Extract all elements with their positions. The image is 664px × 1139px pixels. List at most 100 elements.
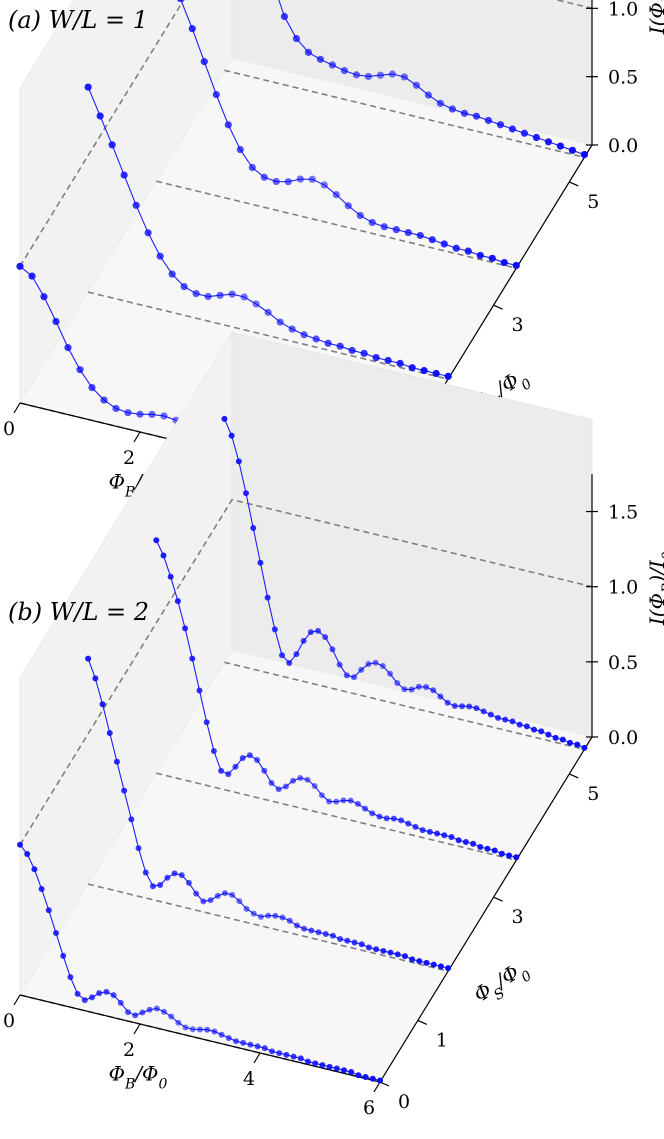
data-point [484,845,491,852]
data-point [214,892,221,899]
data-point [225,1034,232,1041]
data-point [360,349,368,357]
data-point [545,731,552,738]
data-point [148,410,156,418]
data-point [16,262,24,270]
data-point [156,252,164,260]
data-point [437,693,444,700]
data-point [246,752,253,759]
data-point [358,666,365,673]
y-tick-mark-3 [569,181,579,187]
y-tick-label-3: 5 [587,783,599,805]
data-point [394,951,401,958]
data-point [149,883,156,890]
data-point [272,912,279,919]
data-point [581,744,588,751]
data-point [401,686,408,693]
data-point [500,258,508,267]
data-point [192,290,200,298]
data-point [121,787,128,794]
data-point [110,992,117,999]
data-point [153,1005,160,1012]
data-point [484,116,493,125]
z-tick-label-2: 1.0 [608,577,638,599]
data-point [328,61,337,69]
data-point [24,850,31,857]
data-point [344,202,352,210]
series-2 [153,537,520,861]
data-point [228,432,235,439]
data-point [293,651,300,658]
data-point [432,369,440,378]
data-point [160,552,167,559]
data-point [161,1008,167,1015]
data-point [290,777,297,784]
data-point [512,261,520,270]
y-tick-label-2: 3 [512,314,524,336]
data-point [509,718,516,725]
data-point [175,1019,182,1026]
data-point [412,823,419,830]
data-point [351,939,358,946]
data-point [343,672,350,679]
data-point [356,211,364,220]
data-point [125,1009,131,1016]
data-point [113,758,120,765]
data-point [283,1051,290,1058]
data-point [444,372,452,380]
series-3 [221,415,588,751]
y-axis-label: ΦS/Φ0 [469,955,535,1013]
data-point [212,90,220,99]
data-point [392,226,400,234]
y-tick-label-2: 3 [512,906,524,928]
data-point [352,71,361,79]
baseline-1 [87,291,449,380]
z-axis-label: I(ΦB)/I0 [645,551,664,626]
data-point [60,952,67,959]
data-point [301,925,308,932]
data-point [369,810,376,817]
data-point [459,703,466,710]
data-point [271,626,278,633]
data-point [340,797,347,804]
data-point [76,366,84,374]
data-point [99,701,106,708]
data-point [286,917,293,924]
data-point [188,25,196,33]
z-tick-label-3: 1.5 [608,502,638,524]
data-point [275,786,282,793]
z-axis-label: I(ΦB)/I0 [645,0,664,35]
data-point [362,1074,369,1081]
data-point [189,1026,196,1033]
data-point [112,404,120,413]
x-tick-label-2: 4 [243,1068,255,1090]
x-tick-label-0: 0 [3,418,15,440]
data-point [372,354,380,362]
data-point [92,675,99,682]
data-point [210,748,217,755]
data-point [81,997,88,1004]
data-point [329,932,336,939]
data-point [240,1039,247,1046]
data-point [248,163,256,172]
data-point [232,763,239,770]
data-point [312,1060,319,1067]
data-point [85,655,92,662]
data-point [280,12,289,21]
data-point [308,927,315,934]
data-point [400,73,409,81]
data-point [293,922,300,929]
data-point [466,703,473,710]
data-point [243,490,250,497]
data-point [74,990,81,997]
data-point [53,930,59,937]
data-point [254,1043,261,1050]
data-point [304,48,313,56]
data-point [441,832,448,839]
data-point [307,629,314,636]
data-point [394,680,401,687]
data-point [312,335,320,343]
data-point [300,331,308,339]
data-point [211,1028,218,1035]
data-point [365,661,372,668]
